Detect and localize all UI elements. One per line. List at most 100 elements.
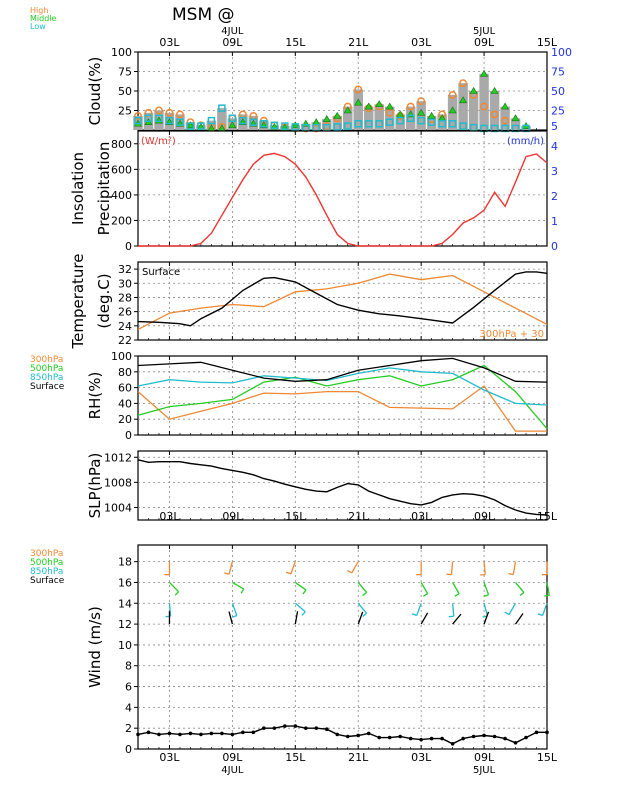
- middle-cloud-point: [385, 102, 394, 110]
- y-tick-label: 0: [125, 240, 132, 253]
- y-tick-label: 600: [111, 163, 132, 176]
- low-cloud-point: [291, 123, 300, 131]
- wind-speed-point: [262, 726, 266, 730]
- y-tick-label: 22: [118, 334, 132, 347]
- middle-cloud-point: [312, 118, 321, 125]
- cloud-bar: [479, 73, 489, 130]
- wind-speed-point: [146, 730, 151, 735]
- wind-barb-flag: [224, 572, 230, 575]
- wind-speed-point: [272, 726, 277, 730]
- figure-title: MSM @: [172, 5, 235, 25]
- wind-speed-point: [492, 734, 497, 739]
- bottom-date-label: 5JUL: [473, 765, 496, 776]
- wind-barb-500hpa: [294, 581, 307, 591]
- low-cloud-point: [165, 116, 174, 125]
- high-cloud-point: [155, 106, 163, 115]
- right-tick-label: 2: [551, 190, 558, 203]
- wind-speed-point: [335, 732, 340, 737]
- bottom-tick-label: 15L: [537, 751, 558, 764]
- wind-barb-surface: [515, 613, 524, 625]
- wind-barb-850hpa: [357, 602, 368, 614]
- y-tick-label: 4: [125, 701, 132, 714]
- high-cloud-point: [480, 102, 489, 111]
- wind-speed-point: [324, 727, 329, 732]
- wind-legend-300hpa: 300hPa: [30, 549, 63, 559]
- low-cloud-point: [396, 116, 404, 125]
- insolation-panel: 0 200 400 600 800 Insolation Precipitation 0 1 2 3…: [69, 130, 558, 253]
- wind-speed-point: [251, 730, 256, 735]
- wind-barb-300hpa: [450, 561, 454, 575]
- y-tick-label: 12: [118, 618, 132, 631]
- middle-cloud-point: [228, 121, 237, 129]
- middle-cloud-point: [186, 121, 195, 129]
- temp-surface-label: Surface: [142, 267, 180, 278]
- cloud-bar: [384, 106, 395, 130]
- wind-barb-500hpa: [546, 582, 550, 596]
- top-tick-label: 15L: [537, 36, 558, 49]
- y-tick-label: 6: [125, 681, 132, 694]
- bottom-tick-label: 09L: [222, 751, 243, 764]
- wind-speed-point: [482, 733, 486, 738]
- y-axis-label: Cloud(%): [86, 57, 104, 126]
- y-tick-label: 0: [125, 429, 132, 442]
- bottom-tick-label: 03L: [159, 751, 180, 764]
- y-tick-label: 30: [118, 277, 132, 290]
- wind-barb-flag: [231, 614, 238, 618]
- wind-barb-850hpa: [508, 602, 517, 615]
- wind-barb-flag: [537, 613, 543, 617]
- low-cloud-point: [228, 114, 237, 123]
- y-axis-label: Precipitation: [95, 142, 113, 236]
- wind-speed-point: [534, 730, 539, 735]
- bottom-tick-label: 15L: [285, 751, 306, 764]
- wind-speed-point: [157, 732, 161, 737]
- y-tick-label: 10: [118, 639, 132, 652]
- insolation-line: [138, 152, 548, 247]
- wind-barb-500hpa: [483, 582, 490, 595]
- temp-300hpa-line: [137, 273, 548, 330]
- wind-barb-850hpa: [231, 603, 238, 616]
- left-unit-label: (W/m²): [141, 136, 176, 147]
- y-tick-label: 50: [118, 85, 132, 98]
- low-cloud-point: [459, 122, 467, 130]
- wind-barb-flag: [362, 591, 368, 597]
- y-tick-label: 8: [125, 660, 132, 673]
- y-tick-label: 75: [118, 66, 132, 79]
- y-tick-label: 24: [118, 320, 132, 333]
- wind-legend-500hpa: 500hPa: [30, 558, 63, 568]
- rh-legend-surface: Surface: [30, 382, 65, 392]
- wind-barb-flag: [519, 591, 525, 597]
- panel-frame: [137, 261, 548, 341]
- middle-cloud-point: [511, 114, 520, 122]
- wind-barb-surface: [420, 612, 429, 625]
- wind-barb-surface: [294, 611, 299, 625]
- y-tick-label: 60: [118, 382, 132, 395]
- wind-speed-point: [524, 735, 528, 740]
- y-tick-label: 26: [118, 306, 132, 319]
- cloud-bar: [301, 123, 311, 130]
- wind-surface-speed-line: [137, 725, 547, 745]
- wind-barb-300hpa: [483, 561, 486, 575]
- rh-legend-300hpa: 300hPa: [30, 355, 63, 365]
- right-tick-label: 25: [551, 105, 565, 118]
- wind-barb-300hpa: [290, 561, 296, 575]
- y-tick-label: 28: [118, 291, 132, 304]
- y-tick-label: 1008: [104, 476, 132, 489]
- wind-speed-point: [545, 730, 549, 735]
- y-tick-label: 80: [118, 366, 132, 379]
- middle-cloud-point: [417, 108, 426, 116]
- bottom-tick-label: 21L: [348, 751, 369, 764]
- cloud-bar: [458, 83, 468, 130]
- wind-barb-500hpa: [420, 582, 429, 595]
- y-tick-label: 0: [125, 743, 132, 756]
- bottom-date-label: 4JUL: [221, 765, 244, 776]
- middle-cloud-point: [448, 106, 457, 114]
- wind-speed-point: [387, 735, 392, 740]
- right-tick-label: 75: [551, 66, 565, 79]
- cloud-bar: [217, 108, 227, 130]
- y-tick-label: 18: [118, 556, 132, 569]
- wind-speed-point: [503, 736, 507, 741]
- cloud-bar: [405, 106, 416, 130]
- wind-barb-flag: [508, 572, 514, 576]
- low-cloud-point: [144, 114, 153, 123]
- wind-barb-flag: [422, 593, 428, 597]
